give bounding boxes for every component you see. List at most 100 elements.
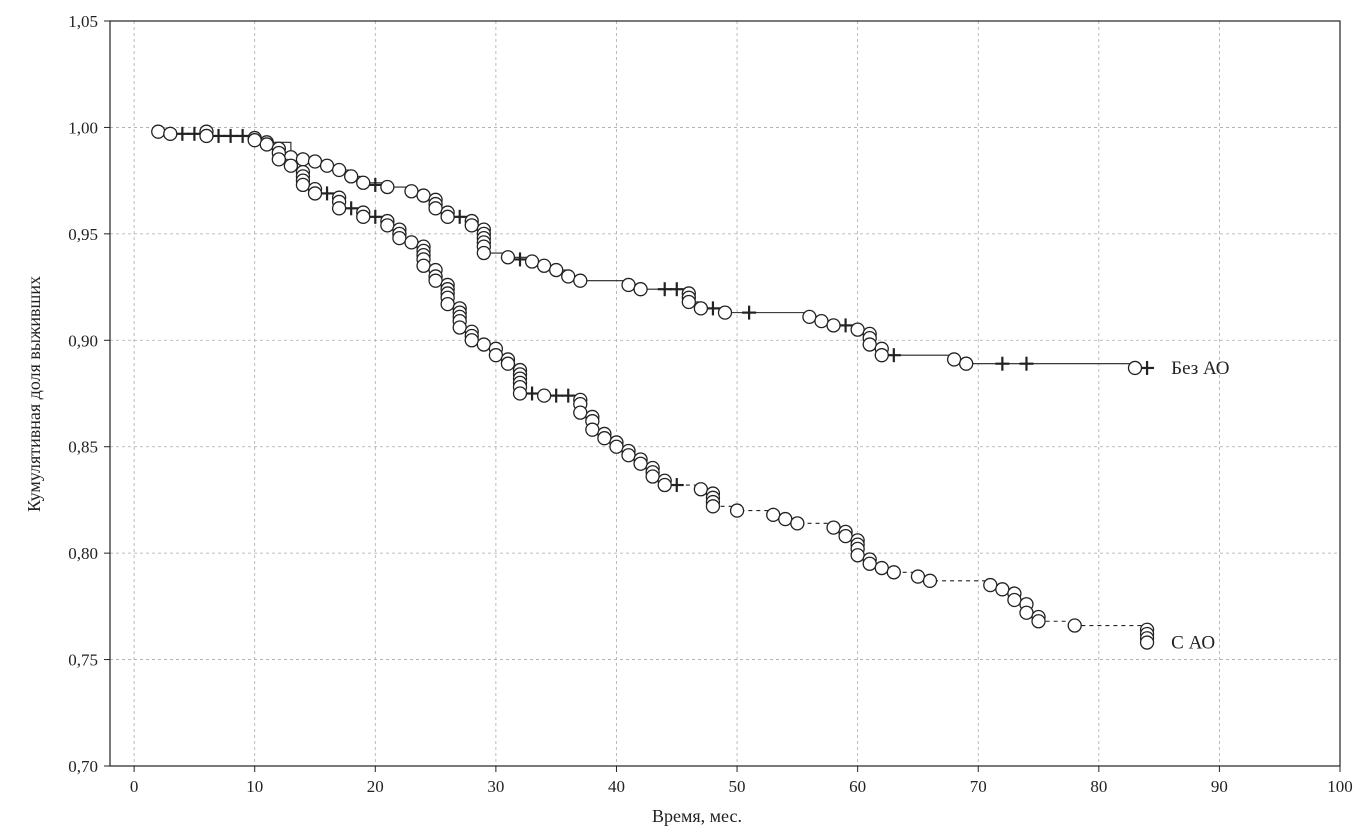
event-point (1139, 635, 1155, 650)
censor-mark (320, 186, 335, 201)
y-tick-label: 0,75 (68, 651, 98, 670)
censor-mark (549, 388, 564, 403)
y-tick-label: 0,70 (68, 757, 98, 776)
x-tick-label: 80 (1090, 777, 1107, 796)
event-point (500, 356, 516, 371)
event-point (850, 322, 865, 337)
censor-mark (223, 128, 238, 143)
event-point (476, 245, 491, 261)
x-tick-label: 10 (246, 777, 263, 796)
event-point (729, 503, 745, 518)
x-tick-label: 60 (849, 777, 866, 796)
event-point (512, 386, 528, 401)
censor-mark (1140, 360, 1155, 375)
event-point (609, 439, 624, 454)
event-point (862, 337, 877, 352)
event-point (404, 184, 419, 199)
event-point (1007, 592, 1022, 608)
censor-mark (561, 388, 576, 403)
event-point (838, 528, 853, 544)
event-point (826, 318, 841, 333)
x-tick-label: 100 (1327, 777, 1353, 796)
censor-mark (705, 301, 720, 316)
x-tick-label: 70 (970, 777, 987, 796)
event-point (452, 320, 467, 335)
event-point (790, 516, 805, 531)
event-point (633, 456, 648, 471)
censor-mark (525, 386, 540, 401)
y-tick-label: 0,80 (68, 544, 98, 563)
event-point (404, 235, 419, 250)
censor-mark (368, 209, 383, 224)
event-point (392, 230, 407, 246)
censor-mark (175, 126, 190, 141)
series-1: Без АО (151, 124, 1230, 379)
x-tick-label: 0 (130, 777, 139, 796)
event-point (681, 294, 696, 310)
censor-mark (187, 126, 202, 141)
event-point (356, 209, 371, 224)
censor-mark (1019, 356, 1034, 371)
event-point (874, 560, 889, 576)
y-axis-title: Кумулятивная доля выживших (24, 276, 44, 512)
event-point (633, 282, 648, 297)
x-tick-label: 50 (729, 777, 746, 796)
censor-mark (513, 252, 527, 267)
event-point (331, 162, 347, 178)
event-point (151, 124, 166, 139)
event-point (536, 258, 552, 273)
event-point (645, 469, 660, 484)
event-point (1127, 360, 1143, 376)
censor-mark (657, 282, 672, 297)
event-point (826, 520, 841, 535)
event-point (476, 337, 491, 352)
x-tick-label: 40 (608, 777, 625, 796)
event-point (259, 137, 274, 152)
event-point (199, 128, 214, 144)
event-point (657, 477, 672, 493)
event-point (573, 405, 588, 420)
event-point (1031, 614, 1046, 629)
event-point (440, 296, 455, 312)
event-point (705, 499, 721, 514)
event-point (995, 582, 1010, 597)
event-point (247, 133, 262, 148)
event-point (959, 356, 974, 371)
event-point (802, 309, 817, 325)
y-tick-label: 0,85 (68, 438, 98, 457)
event-point (766, 507, 781, 522)
event-point (561, 269, 576, 284)
event-point (283, 158, 299, 173)
y-tick-label: 1,00 (68, 118, 98, 137)
censor-mark (235, 128, 250, 143)
event-point (778, 511, 793, 527)
event-point (331, 201, 347, 216)
event-point (295, 152, 311, 167)
series-2: С АО (247, 133, 1215, 654)
series-label: С АО (1171, 633, 1215, 654)
y-tick-label: 0,95 (68, 225, 98, 244)
event-point (946, 352, 962, 367)
event-point (983, 577, 998, 593)
censor-mark (368, 177, 383, 192)
event-point (814, 313, 829, 329)
event-point (307, 154, 323, 169)
event-point (693, 301, 709, 316)
plot-frame (109, 20, 1341, 767)
event-point (621, 277, 636, 293)
event-point (1019, 605, 1034, 620)
axes: 0 10 20 30 40 50 60 70 80 90 100 0,70 0,75 0,80 0,85 0,… (68, 12, 1353, 796)
event-point (295, 177, 311, 193)
event-point (862, 556, 877, 571)
censor-mark (886, 348, 901, 363)
x-tick-label: 20 (367, 777, 384, 796)
event-point (380, 179, 395, 195)
event-point (573, 273, 588, 288)
event-point (440, 209, 455, 224)
y-tick-label: 0,90 (68, 331, 98, 350)
event-point (910, 569, 926, 584)
event-point (344, 169, 359, 184)
event-point (416, 188, 431, 203)
event-point (585, 422, 600, 437)
